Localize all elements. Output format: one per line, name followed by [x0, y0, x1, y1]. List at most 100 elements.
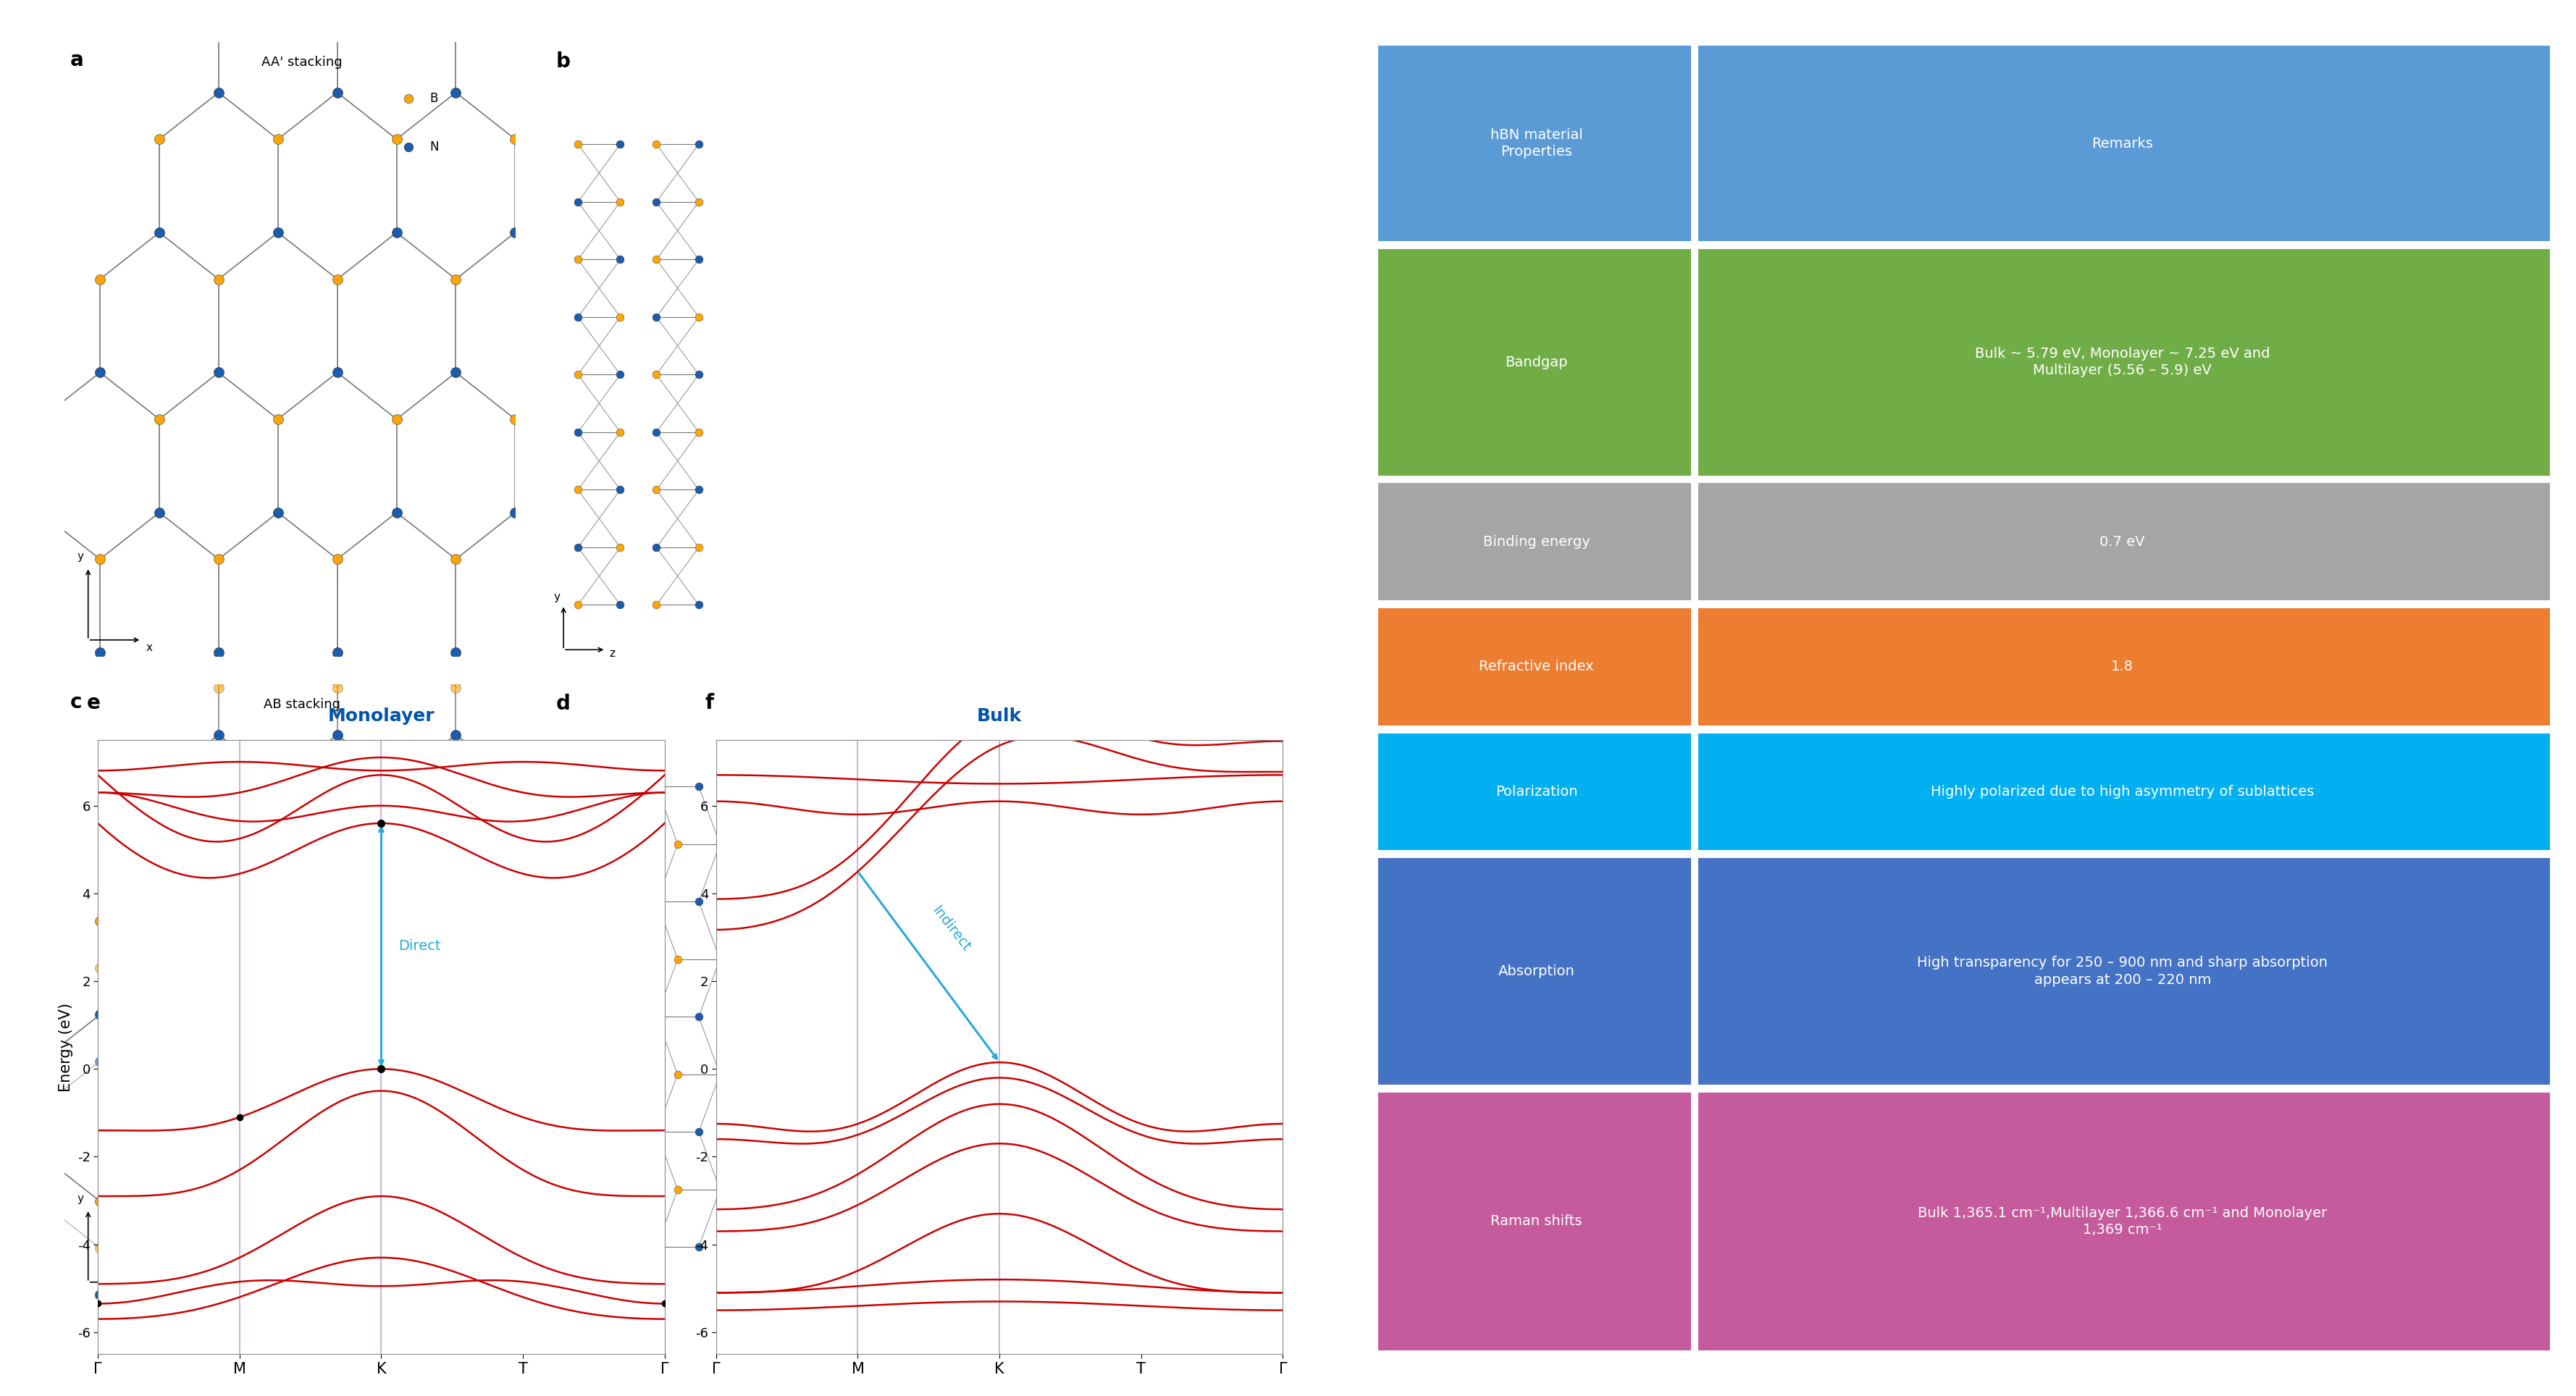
Point [258, 910, 299, 933]
Point [600, 191, 641, 214]
Point [621, 1064, 662, 1086]
Point [80, 1283, 121, 1305]
Point [198, 641, 240, 663]
Point [677, 133, 719, 155]
Point [698, 833, 739, 856]
Point [636, 593, 677, 616]
Point [139, 1097, 180, 1120]
Point [317, 1237, 358, 1259]
Point [636, 1005, 677, 1027]
Point [636, 536, 677, 558]
Point [258, 501, 299, 524]
Point [139, 910, 180, 933]
Point [258, 771, 299, 793]
Bar [1698, 733, 2550, 850]
Text: b: b [556, 52, 572, 71]
Point [80, 549, 121, 571]
Text: Absorption: Absorption [1499, 965, 1574, 979]
Text: y: y [554, 1234, 562, 1245]
Text: Bulk: Bulk [976, 708, 1023, 725]
Text: x: x [147, 1284, 152, 1295]
Point [435, 362, 477, 384]
Point [495, 1050, 536, 1072]
Point [600, 306, 641, 328]
Point [677, 1235, 719, 1258]
Point [80, 1191, 121, 1213]
Point [80, 641, 121, 663]
Point [621, 1178, 662, 1201]
Point [657, 1064, 698, 1086]
Text: Bandgap: Bandgap [1504, 355, 1569, 369]
Point [317, 723, 358, 745]
Point [435, 771, 477, 793]
Point [556, 248, 598, 271]
Point [376, 501, 417, 524]
Text: z: z [608, 648, 616, 659]
Bar [1378, 248, 1690, 476]
Point [376, 1143, 417, 1166]
Point [677, 422, 719, 444]
Point [600, 479, 641, 501]
Point [435, 1283, 477, 1305]
Text: AA' stacking: AA' stacking [260, 56, 343, 68]
Point [317, 641, 358, 663]
Y-axis label: Energy (eV): Energy (eV) [59, 1002, 72, 1092]
Point [636, 248, 677, 271]
Text: a: a [70, 50, 85, 70]
Point [495, 1143, 536, 1166]
Point [258, 864, 299, 886]
Point [139, 128, 180, 151]
Point [376, 128, 417, 151]
Point [80, 268, 121, 290]
Point [580, 833, 621, 856]
Point [677, 306, 719, 328]
Point [600, 891, 641, 913]
Text: N: N [430, 141, 438, 154]
Point [600, 775, 641, 797]
Point [80, 956, 121, 979]
Text: Monolayer: Monolayer [327, 708, 435, 725]
Point [556, 1005, 598, 1027]
Point [600, 248, 641, 271]
Text: c: c [70, 692, 82, 712]
Point [258, 222, 299, 244]
Point [198, 956, 240, 979]
Point [495, 864, 536, 886]
Point [376, 1050, 417, 1072]
Point [258, 128, 299, 151]
Point [389, 135, 430, 158]
Point [580, 1178, 621, 1201]
Point [600, 1121, 641, 1143]
Point [376, 222, 417, 244]
Point [556, 479, 598, 501]
Point [198, 362, 240, 384]
Point [317, 677, 358, 699]
Point [80, 1050, 121, 1072]
Point [556, 593, 598, 616]
Point [556, 775, 598, 797]
Point [317, 771, 358, 793]
Text: Remarks: Remarks [2092, 137, 2154, 151]
Point [677, 363, 719, 385]
Bar [1698, 483, 2550, 600]
Point [495, 910, 536, 933]
Point [698, 948, 739, 970]
Point [556, 891, 598, 913]
Point [636, 422, 677, 444]
Text: High transparency for 250 – 900 nm and sharp absorption
appears at 200 – 220 nm: High transparency for 250 – 900 nm and s… [1917, 956, 2329, 987]
Point [657, 833, 698, 856]
Point [258, 1191, 299, 1213]
Text: B: B [430, 92, 438, 105]
Point [80, 1004, 121, 1026]
Bar [1698, 46, 2550, 242]
Point [198, 1050, 240, 1072]
Point [376, 408, 417, 430]
Point [435, 956, 477, 979]
Text: AB stacking: AB stacking [263, 698, 340, 711]
Point [636, 1235, 677, 1258]
Point [435, 677, 477, 699]
Bar [1378, 733, 1690, 850]
Point [80, 1237, 121, 1259]
Point [435, 81, 477, 103]
Point [317, 1283, 358, 1305]
